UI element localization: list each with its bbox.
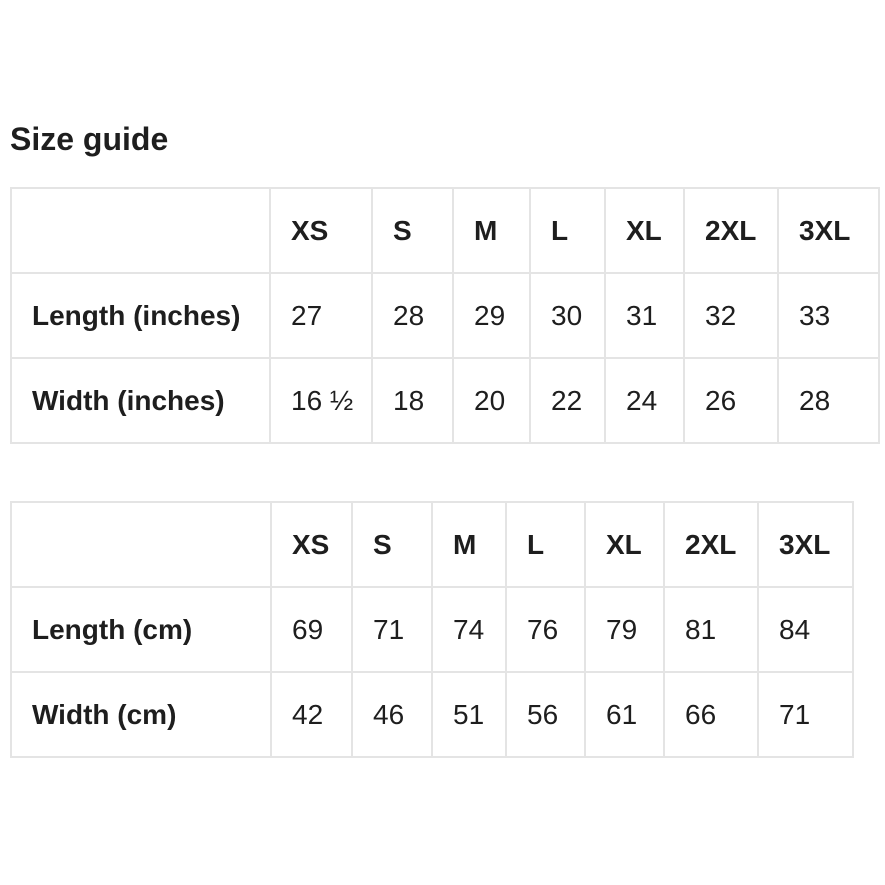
table-row: Length (inches) 27 28 29 30 31 32 33: [10, 272, 880, 360]
length-inches-xl: 31: [604, 272, 685, 360]
row-label-width-cm: Width (cm): [10, 671, 272, 759]
table-header-row: XS S M L XL 2XL 3XL: [10, 501, 854, 589]
length-cm-3xl: 84: [757, 586, 854, 674]
row-label-width-inches: Width (inches): [10, 357, 271, 445]
size-header-xs: XS: [270, 501, 353, 589]
size-table-inches: XS S M L XL 2XL 3XL Length (inches) 27 2…: [10, 187, 880, 445]
table-header-row: XS S M L XL 2XL 3XL: [10, 187, 880, 275]
table-row: Length (cm) 69 71 74 76 79 81 84: [10, 586, 854, 674]
width-cm-l: 56: [505, 671, 586, 759]
size-header-xl: XL: [584, 501, 665, 589]
table-row: Width (inches) 16 ½ 18 20 22 24 26 28: [10, 357, 880, 445]
width-cm-xl: 61: [584, 671, 665, 759]
size-header-2xl: 2XL: [683, 187, 779, 275]
size-header-xs: XS: [269, 187, 373, 275]
size-header-s: S: [371, 187, 454, 275]
length-inches-m: 29: [452, 272, 531, 360]
size-header-m: M: [452, 187, 531, 275]
size-guide-section: Size guide XS S M L XL 2XL 3XL Length (i…: [10, 121, 880, 759]
width-cm-xs: 42: [270, 671, 353, 759]
size-header-l: L: [505, 501, 586, 589]
length-inches-l: 30: [529, 272, 606, 360]
size-table-cm: XS S M L XL 2XL 3XL Length (cm) 69 71 74…: [10, 501, 854, 759]
length-cm-2xl: 81: [663, 586, 759, 674]
width-inches-xl: 24: [604, 357, 685, 445]
length-inches-2xl: 32: [683, 272, 779, 360]
size-header-3xl: 3XL: [777, 187, 880, 275]
length-cm-xl: 79: [584, 586, 665, 674]
size-header-xl: XL: [604, 187, 685, 275]
row-label-length-cm: Length (cm): [10, 586, 272, 674]
size-header-l: L: [529, 187, 606, 275]
size-header-3xl: 3XL: [757, 501, 854, 589]
length-cm-s: 71: [351, 586, 433, 674]
width-cm-3xl: 71: [757, 671, 854, 759]
length-inches-xs: 27: [269, 272, 373, 360]
table-row: Width (cm) 42 46 51 56 61 66 71: [10, 671, 854, 759]
width-cm-2xl: 66: [663, 671, 759, 759]
width-inches-s: 18: [371, 357, 454, 445]
width-cm-s: 46: [351, 671, 433, 759]
size-header-2xl: 2XL: [663, 501, 759, 589]
width-cm-m: 51: [431, 671, 507, 759]
length-inches-s: 28: [371, 272, 454, 360]
length-cm-l: 76: [505, 586, 586, 674]
size-header-m: M: [431, 501, 507, 589]
length-inches-3xl: 33: [777, 272, 880, 360]
width-inches-l: 22: [529, 357, 606, 445]
page-title: Size guide: [10, 121, 169, 157]
width-inches-xs: 16 ½: [269, 357, 373, 445]
length-cm-xs: 69: [270, 586, 353, 674]
corner-cell: [10, 501, 272, 589]
width-inches-2xl: 26: [683, 357, 779, 445]
width-inches-3xl: 28: [777, 357, 880, 445]
size-header-s: S: [351, 501, 433, 589]
width-inches-m: 20: [452, 357, 531, 445]
corner-cell: [10, 187, 271, 275]
row-label-length-inches: Length (inches): [10, 272, 271, 360]
length-cm-m: 74: [431, 586, 507, 674]
